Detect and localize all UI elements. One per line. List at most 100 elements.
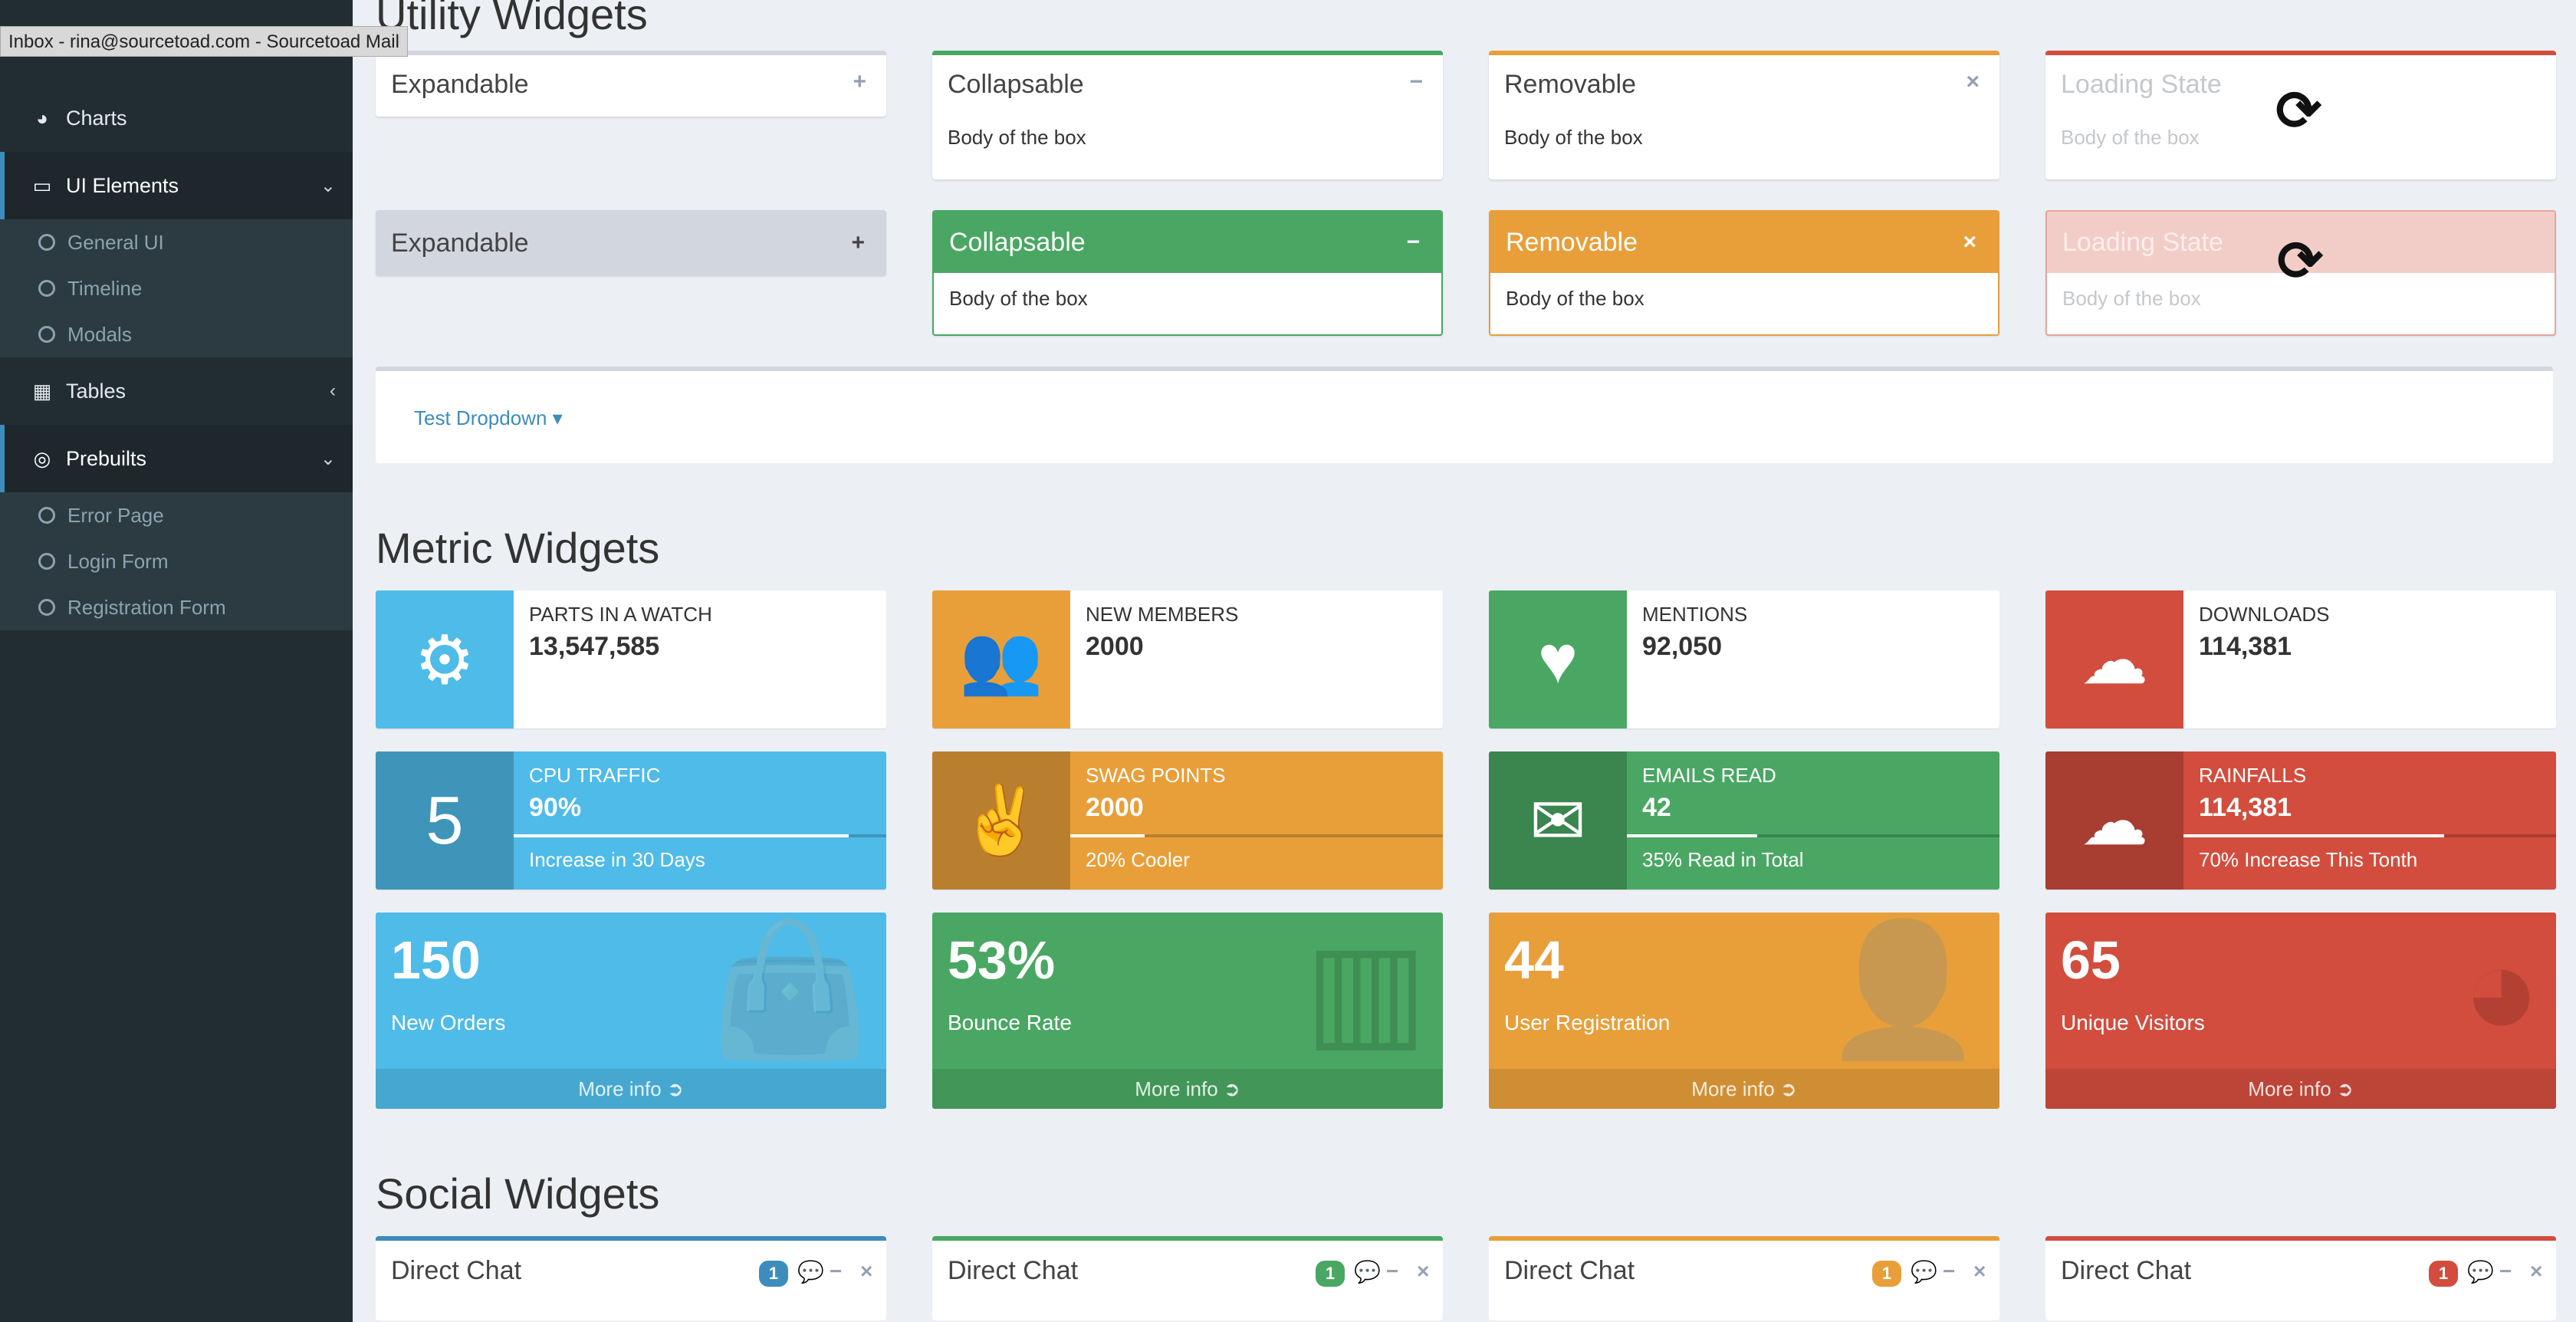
comments-icon[interactable]: 💬 [1354, 1260, 1381, 1284]
message-count-badge: 1 [1316, 1261, 1345, 1287]
circle-icon [38, 553, 55, 570]
test-dropdown[interactable]: Test Dropdown ▾ [414, 406, 563, 429]
box-body: Body of the box [2061, 126, 2200, 149]
small-box-label: Unique Visitors [2061, 1011, 2205, 1034]
box-body: Body of the box [949, 287, 1088, 310]
info-box-description: Increase in 30 Days [529, 848, 705, 871]
info-box-label: PARTS IN A WATCH [529, 603, 712, 626]
info-box-label: CPU TRAFFIC [529, 764, 661, 787]
small-box-label: User Registration [1504, 1011, 1671, 1034]
info-box-value: 90% [529, 793, 582, 822]
close-icon[interactable]: × [1417, 1259, 1430, 1283]
plus-icon[interactable]: + [851, 230, 865, 255]
sidebar-subitem-login-form[interactable]: Login Form [0, 538, 353, 584]
small-box-value: 65 [2061, 930, 2121, 990]
victory-hand-icon: ✌ [932, 751, 1070, 890]
circle-icon [38, 599, 55, 616]
sidebar-subitem-label: Login Form [67, 549, 169, 573]
message-count-badge: 1 [759, 1261, 788, 1287]
section-title-utility: Utility Widgets [376, 0, 648, 38]
info-box-description: 70% Increase This Tonth [2199, 848, 2418, 871]
chevron-down-icon: ⌄ [320, 448, 336, 469]
sidebar-subitem-label: General UI [67, 230, 164, 254]
minus-icon[interactable]: − [1943, 1259, 1956, 1283]
main-content: Utility Widgets Expandable + Collapsable −… [353, 0, 2576, 1322]
loading-state-box: Loading State Body of the box ⟳ [2045, 51, 2556, 179]
sidebar-subitem-modals[interactable]: Modals [0, 311, 353, 357]
chevron-down-icon: ⌄ [320, 175, 336, 196]
sidebar-item-tables[interactable]: ▦ Tables ‹ [0, 357, 353, 425]
minus-icon[interactable]: − [1409, 69, 1423, 94]
removable-box: Removable × Body of the box [1489, 51, 1999, 179]
sidebar-item-ui-elements[interactable]: ▭ UI Elements ⌄ [0, 152, 353, 219]
minus-icon[interactable]: − [1406, 229, 1420, 255]
info-box-label: SWAG POINTS [1086, 764, 1226, 787]
small-box-value: 53% [948, 930, 1056, 990]
comments-icon[interactable]: 💬 [797, 1260, 824, 1284]
small-box: 53% Bounce Rate ▥ More info ➲ [932, 913, 1443, 1109]
box-title: Removable [1506, 227, 1638, 257]
minus-icon[interactable]: − [2499, 1259, 2512, 1283]
close-icon[interactable]: × [1973, 1259, 1986, 1283]
chevron-left-icon: ‹ [330, 380, 336, 401]
small-box-value: 150 [391, 930, 481, 990]
gear-icon: ⚙ [376, 590, 514, 728]
box-title: Loading State [2061, 69, 2222, 99]
circle-icon [38, 234, 55, 251]
bullseye-icon: ◎ [33, 446, 51, 470]
more-info-link[interactable]: More info ➲ [2045, 1069, 2556, 1109]
sidebar: ◕ Charts ▭ UI Elements ⌄ General UI Time… [0, 0, 353, 1322]
chat-title: Direct Chat [391, 1256, 522, 1285]
more-info-label: More info [1135, 1077, 1218, 1100]
sidebar-item-prebuilts[interactable]: ◎ Prebuilts ⌄ [0, 425, 353, 492]
comments-icon[interactable]: 💬 [2467, 1260, 2494, 1284]
close-icon[interactable]: × [2530, 1259, 2543, 1283]
refresh-icon: ⟳ [2275, 81, 2322, 142]
circle-icon [38, 326, 55, 343]
prebuilts-submenu: Error Page Login Form Registration Form [0, 492, 353, 630]
loading-state-solid-box: Loading State Body of the box ⟳ [2045, 210, 2556, 336]
small-box: 44 User Registration 👤 More info ➲ [1489, 913, 1999, 1109]
comments-icon[interactable]: 💬 [1911, 1260, 1937, 1284]
chat-title: Direct Chat [1504, 1256, 1635, 1285]
close-icon[interactable]: × [1966, 69, 1980, 94]
progress-fill [1070, 834, 1145, 837]
close-icon[interactable]: × [1963, 229, 1976, 255]
info-box: ☁ DOWNLOADS 114,381 [2045, 590, 2556, 728]
info-box: ⚙ PARTS IN A WATCH 13,547,585 [376, 590, 886, 728]
more-info-link[interactable]: More info ➲ [1489, 1069, 1999, 1109]
progress-fill [2183, 834, 2445, 837]
small-box: 150 New Orders 👜 More info ➲ [376, 913, 886, 1109]
more-info-link[interactable]: More info ➲ [932, 1069, 1443, 1109]
expandable-solid-box: Expandable + [376, 210, 886, 276]
close-icon[interactable]: × [860, 1259, 873, 1283]
minus-icon[interactable]: − [1386, 1259, 1399, 1283]
sidebar-subitem-error-page[interactable]: Error Page [0, 492, 353, 538]
minus-icon[interactable]: − [830, 1259, 843, 1283]
info-box-label: MENTIONS [1642, 603, 1748, 626]
chat-title: Direct Chat [948, 1256, 1079, 1285]
pie-chart-icon: ◕ [2462, 917, 2541, 1063]
circle-icon [38, 280, 55, 297]
info-box-progress: 5 CPU TRAFFIC 90% Increase in 30 Days [376, 751, 886, 890]
sidebar-subitem-label: Timeline [67, 276, 143, 300]
refresh-icon: ⟳ [2277, 231, 2324, 292]
box-body: Body of the box [1504, 126, 1643, 149]
sidebar-item-charts[interactable]: ◕ Charts [0, 84, 353, 152]
sidebar-subitem-general-ui[interactable]: General UI [0, 219, 353, 265]
section-title-metric: Metric Widgets [376, 524, 660, 572]
box-title: Collapsable [949, 227, 1086, 257]
info-box-value: 13,547,585 [529, 632, 660, 661]
plus-icon[interactable]: + [853, 69, 866, 94]
more-info-link[interactable]: More info ➲ [376, 1069, 886, 1109]
small-box: 65 Unique Visitors ◕ More info ➲ [2045, 913, 2556, 1109]
sidebar-subitem-timeline[interactable]: Timeline [0, 265, 353, 311]
message-count-badge: 1 [1872, 1261, 1901, 1287]
collapsable-box: Collapsable − Body of the box [932, 51, 1443, 179]
info-box-label: DOWNLOADS [2199, 603, 2330, 626]
small-box-value: 44 [1504, 930, 1564, 990]
sidebar-subitem-registration-form[interactable]: Registration Form [0, 584, 353, 630]
direct-chat-box: Direct Chat 1 💬 − × [376, 1236, 886, 1320]
users-icon: 👥 [932, 590, 1070, 728]
sidebar-subitem-label: Modals [67, 322, 132, 346]
